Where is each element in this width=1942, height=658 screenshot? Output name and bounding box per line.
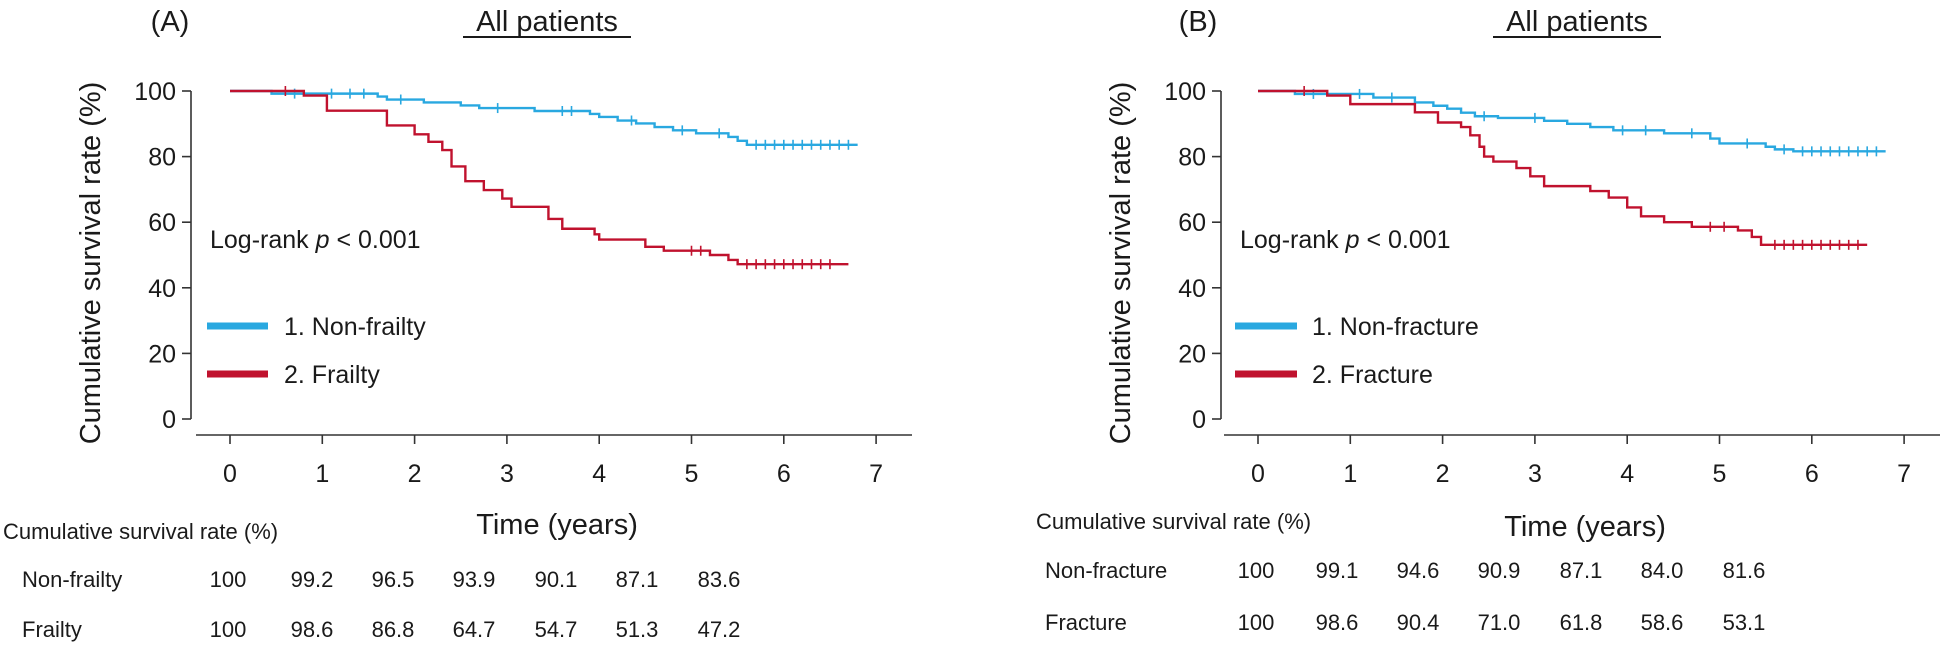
y-tick-label: 0 [1192,406,1206,434]
table-cell: 99.2 [291,567,334,592]
table-cell: 100 [1238,610,1275,635]
table-cell: 93.9 [453,567,496,592]
table-cell: 96.5 [372,567,415,592]
y-tick-label: 20 [148,340,176,368]
y-tick-label: 40 [148,275,176,303]
table-cell: 98.6 [1316,610,1359,635]
table-cell: 94.6 [1397,558,1440,583]
y-tick-label: 60 [148,209,176,237]
annotation-prefix: Log-rank [1240,226,1346,254]
table-cell: 58.6 [1641,610,1684,635]
table-title: Cumulative survival rate (%) [3,519,278,544]
table-row-label: Frailty [22,617,82,642]
x-tick-label: 0 [223,460,237,488]
x-tick-label: 2 [408,460,422,488]
x-tick-label: 5 [685,460,699,488]
series-line-1 [230,89,858,146]
y-axis-label: Cumulative survival rate (%) [75,82,107,445]
table-cell: 51.3 [616,617,659,642]
table-cell: 47.2 [698,617,741,642]
x-axis-label: Time (years) [1504,511,1666,543]
table-cell: 100 [210,617,247,642]
legend-label-2: 2. Fracture [1312,361,1433,389]
y-tick-label: 80 [1178,144,1206,172]
table-cell: 54.7 [535,617,578,642]
x-tick-label: 1 [1343,460,1357,488]
y-axis-label: Cumulative survival rate (%) [1105,82,1137,445]
table-title: Cumulative survival rate (%) [1036,509,1311,534]
y-tick-label: 40 [1178,275,1206,303]
x-tick-label: 0 [1251,460,1265,488]
legend-label-1: 1. Non-frailty [284,313,426,341]
chart-title: All patients [1506,6,1648,38]
table-cell: 61.8 [1560,610,1603,635]
table-cell: 90.4 [1397,610,1440,635]
chart-title: All patients [476,6,618,38]
series-line-2 [230,89,849,266]
table-cell: 83.6 [698,567,741,592]
table-cell: 64.7 [453,617,496,642]
annotation-prefix: Log-rank [210,226,316,254]
panel-label: (B) [1179,6,1218,38]
table-cell: 99.1 [1316,558,1359,583]
table-row-label: Fracture [1045,610,1127,635]
y-tick-label: 100 [1164,78,1206,106]
annotation-p: p [315,226,330,254]
table-cell: 87.1 [1560,558,1603,583]
legend-label-1: 1. Non-fracture [1312,313,1479,341]
legend-label-2: 2. Frailty [284,361,380,389]
x-tick-label: 7 [869,460,883,488]
table-cell: 71.0 [1478,610,1521,635]
annotation-p: p [1345,226,1360,254]
x-axis-label: Time (years) [476,509,638,541]
series-line-2 [1258,89,1868,247]
table-cell: 53.1 [1723,610,1766,635]
table-cell: 90.1 [535,567,578,592]
series-line-1 [1258,89,1886,153]
table-cell: 90.9 [1478,558,1521,583]
y-tick-label: 0 [162,406,176,434]
x-tick-label: 5 [1713,460,1727,488]
x-tick-label: 6 [777,460,791,488]
x-tick-label: 6 [1805,460,1819,488]
table-cell: 81.6 [1723,558,1766,583]
x-tick-label: 4 [1620,460,1634,488]
table-cell: 84.0 [1641,558,1684,583]
x-tick-label: 7 [1897,460,1911,488]
table-cell: 87.1 [616,567,659,592]
x-tick-label: 3 [1528,460,1542,488]
x-tick-label: 4 [592,460,606,488]
logrank-annotation: Log-rank p < 0.001 [1240,226,1451,254]
table-row-label: Non-fracture [1045,558,1167,583]
table-cell: 98.6 [291,617,334,642]
x-tick-label: 1 [315,460,329,488]
table-row-label: Non-frailty [22,567,122,592]
table-cell: 100 [210,567,247,592]
annotation-suffix: < 0.001 [330,226,421,254]
y-tick-label: 80 [148,144,176,172]
panel-label: (A) [151,6,190,38]
x-tick-label: 3 [500,460,514,488]
logrank-annotation: Log-rank p < 0.001 [210,226,421,254]
table-cell: 100 [1238,558,1275,583]
y-tick-label: 100 [134,78,176,106]
y-tick-label: 20 [1178,340,1206,368]
table-cell: 86.8 [372,617,415,642]
annotation-suffix: < 0.001 [1360,226,1451,254]
x-tick-label: 2 [1436,460,1450,488]
y-tick-label: 60 [1178,209,1206,237]
